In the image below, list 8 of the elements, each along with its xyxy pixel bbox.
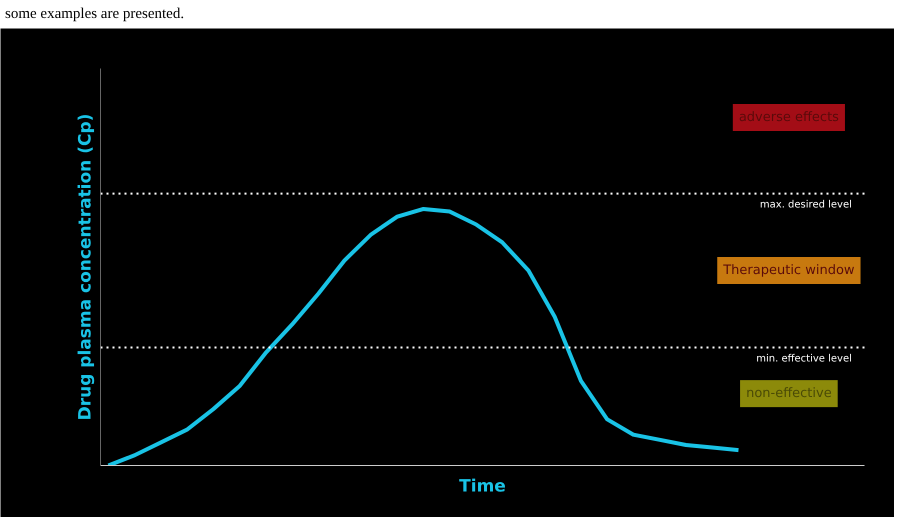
- ref-line-label: max. desired level: [760, 200, 852, 211]
- text: adverse effects: [738, 110, 840, 125]
- x-axis-title: Time: [459, 476, 506, 496]
- text: some examples are presented.: [5, 5, 184, 23]
- ref-line-label: min. effective level: [756, 354, 852, 364]
- annotation: non-effective: [746, 386, 832, 402]
- annotation: Therapeutic window: [722, 263, 855, 278]
- y-axis-title: Drug plasma concentration (Cp): [76, 114, 96, 420]
